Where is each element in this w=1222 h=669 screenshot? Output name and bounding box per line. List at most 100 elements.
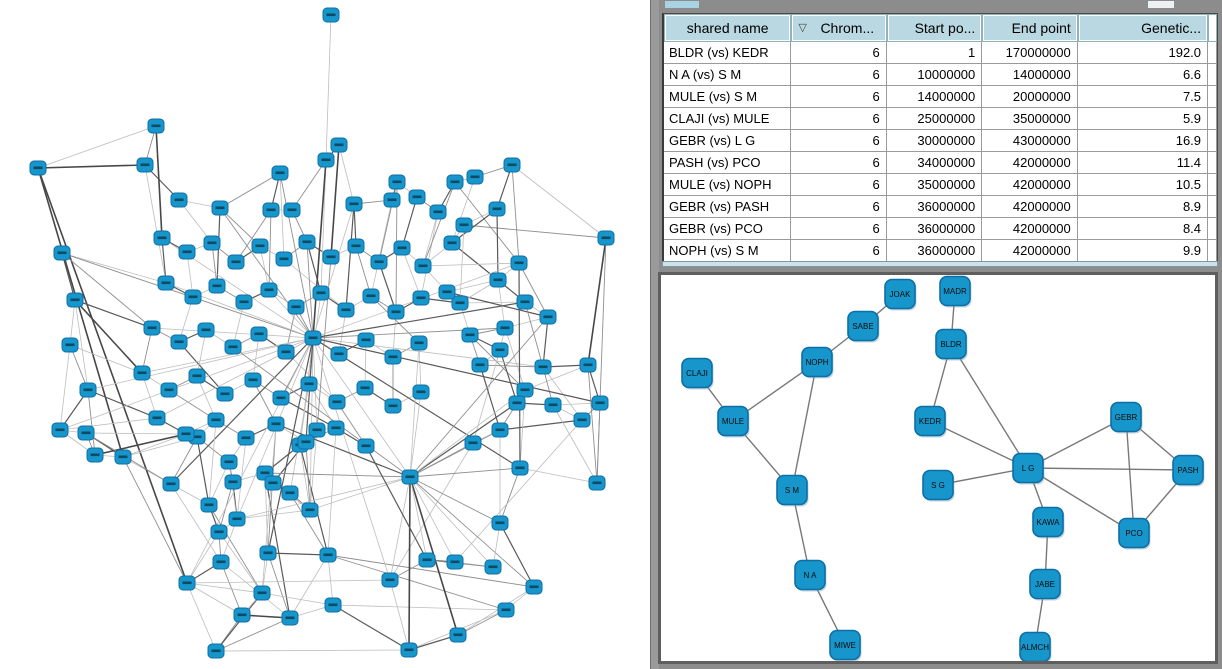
network-node[interactable] [387,304,405,320]
network-node[interactable] [287,299,305,315]
network-node[interactable] [534,359,552,375]
network-node[interactable] [61,337,79,353]
network-node[interactable] [264,475,282,491]
network-node[interactable] [271,165,289,181]
network-node[interactable] [322,7,340,23]
table-row[interactable]: GEBR (vs) PASH 6 36000000 42000000 8.9 [664,196,1217,218]
network-node[interactable] [384,398,402,414]
network-node[interactable] [253,585,271,601]
network-edge[interactable] [1027,467,1135,534]
network-node[interactable] [579,357,597,373]
network-node[interactable] [383,192,401,208]
table-row[interactable]: N A (vs) S M 6 10000000 14000000 6.6 [664,64,1217,86]
network-node[interactable] [539,309,557,325]
network-node[interactable] [429,204,447,220]
network-node[interactable] [337,302,355,318]
network-node[interactable] [224,474,242,490]
network-node[interactable] [29,160,47,176]
network-node[interactable] [312,285,330,301]
network-node[interactable] [347,238,365,254]
node-claji[interactable]: CLAJI [681,357,714,390]
node-n-a[interactable]: N A [794,559,827,592]
network-node[interactable] [220,454,238,470]
node-mule[interactable]: MULE [717,405,750,438]
table-row[interactable]: MULE (vs) NOPH 6 35000000 42000000 10.5 [664,174,1217,196]
column-header-genetic-[interactable]: Genetic... [1077,14,1209,42]
network-node[interactable] [362,288,380,304]
network-node[interactable] [170,334,188,350]
network-node[interactable] [412,290,430,306]
network-node[interactable] [438,284,456,300]
network-node[interactable] [330,346,348,362]
network-node[interactable] [178,244,196,260]
node-sabe[interactable]: SABE [847,310,880,343]
top-strip-handle[interactable] [1148,1,1174,8]
network-node[interactable] [393,240,411,256]
network-node[interactable] [281,485,299,501]
network-node[interactable] [328,394,346,410]
network-node[interactable] [516,294,534,310]
node-l-g[interactable]: L G [1012,452,1045,485]
network-node[interactable] [400,642,418,658]
network-node[interactable] [66,292,84,308]
network-node[interactable] [227,254,245,270]
network-node[interactable] [153,230,171,246]
table-row[interactable]: GEBR (vs) PCO 6 36000000 42000000 8.4 [664,218,1217,240]
network-node[interactable] [200,497,218,513]
network-node[interactable] [317,152,335,168]
network-node[interactable] [414,258,432,274]
table-row[interactable]: GEBR (vs) L G 6 30000000 43000000 16.9 [664,130,1217,152]
table-row[interactable]: MULE (vs) S M 6 14000000 20000000 7.5 [664,86,1217,108]
network-node[interactable] [136,157,154,173]
network-edge[interactable] [950,343,1029,469]
filter-icon[interactable]: ▽ [798,22,807,34]
network-node[interactable] [208,278,226,294]
network-node[interactable] [388,174,406,190]
network-node[interactable] [178,575,196,591]
table-row[interactable]: PASH (vs) PCO 6 34000000 42000000 11.4 [664,152,1217,174]
network-node[interactable] [251,238,269,254]
network-node[interactable] [300,376,318,392]
network-node[interactable] [322,249,340,265]
network-node[interactable] [319,547,337,563]
network-node[interactable] [53,245,71,261]
node-pco[interactable]: PCO [1118,517,1151,550]
network-node[interactable] [203,235,221,251]
panel-divider[interactable] [650,0,659,669]
network-node[interactable] [597,230,615,246]
node-almch[interactable]: ALMCH [1019,631,1052,662]
network-node[interactable] [86,447,104,463]
network-node[interactable] [381,572,399,588]
network-node[interactable] [491,515,509,531]
network-node[interactable] [133,365,151,381]
network-node[interactable] [410,335,428,351]
network-node[interactable] [370,254,388,270]
network-node[interactable] [148,410,166,426]
network-node[interactable] [114,449,132,465]
network-node[interactable] [283,202,301,218]
table-row[interactable]: CLAJI (vs) MULE 6 25000000 35000000 5.9 [664,108,1217,130]
network-node[interactable] [449,627,467,643]
network-node[interactable] [277,344,295,360]
network-node[interactable] [446,554,464,570]
network-node[interactable] [489,272,507,288]
network-node[interactable] [143,320,161,336]
network-node[interactable] [233,607,251,623]
table-row[interactable]: BLDR (vs) KEDR 6 1 170000000 192.0 [664,42,1217,64]
column-header-shared-name[interactable]: shared name [664,14,792,42]
network-node[interactable] [356,380,374,396]
node-madr[interactable]: MADR [939,275,972,308]
network-node[interactable] [455,217,473,233]
network-node[interactable] [324,597,342,613]
node-s-m[interactable]: S M [776,474,809,507]
network-node[interactable] [207,412,225,428]
network-node[interactable] [275,251,293,267]
network-node[interactable] [211,200,229,216]
node-gebr[interactable]: GEBR [1110,401,1143,434]
network-node[interactable] [235,294,253,310]
network-node[interactable] [357,438,375,454]
network-node[interactable] [228,511,246,527]
network-node[interactable] [272,390,290,406]
network-node[interactable] [212,554,230,570]
network-edge[interactable] [1027,467,1189,471]
